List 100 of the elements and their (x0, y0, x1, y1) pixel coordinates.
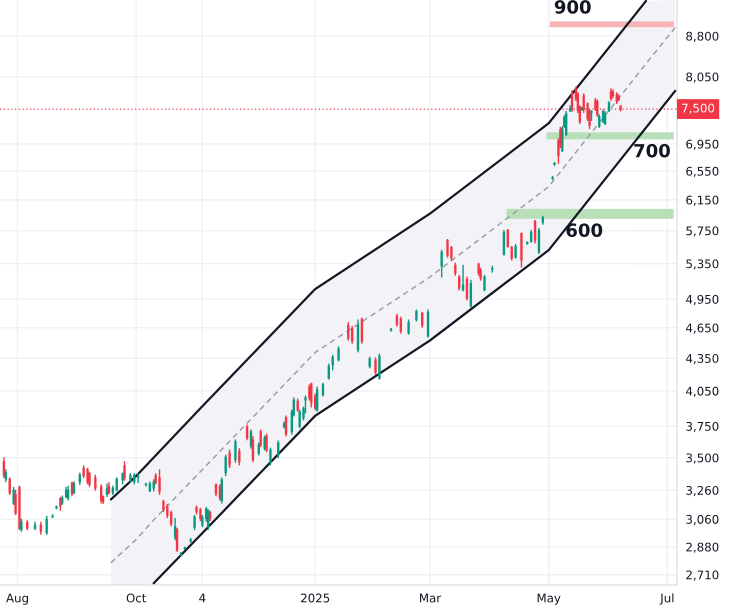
x-tick-label: Jul (660, 593, 674, 605)
candlestick (277, 440, 280, 458)
candlestick (491, 266, 494, 273)
candlestick (252, 436, 254, 462)
candlestick (133, 473, 136, 484)
candlestick (176, 528, 178, 552)
candlestick (260, 429, 262, 448)
candlestick (310, 382, 313, 408)
band-label: 700 (634, 144, 670, 158)
candlestick (520, 232, 523, 268)
y-tick-label: 2,880 (686, 542, 718, 553)
candlestick (328, 364, 330, 380)
candlestick (580, 106, 583, 112)
y-tick-label: 6,950 (686, 140, 718, 150)
candlestick (208, 510, 212, 522)
y-tick-label: 4,050 (686, 386, 718, 397)
x-tick-label: Mar (420, 594, 442, 602)
candlestick (462, 264, 464, 292)
candlestick (298, 410, 301, 428)
candlestick (390, 328, 392, 332)
candlestick (189, 538, 192, 543)
y-tick-label: 4,350 (686, 354, 718, 364)
candlestick (152, 479, 155, 492)
y-tick-label: 8,050 (686, 72, 718, 83)
y-tick-label: 3,260 (686, 486, 718, 496)
y-tick-label: 6,150 (686, 196, 718, 206)
candlestick (265, 434, 268, 452)
x-tick-label: Oct (126, 594, 146, 602)
candlestick (26, 520, 28, 530)
candlestick (604, 111, 606, 126)
candlestick (400, 316, 402, 334)
candlestick (502, 230, 506, 256)
candlestick (12, 487, 15, 505)
candlestick (40, 522, 42, 535)
x-tick-label: Aug (6, 594, 28, 605)
candlestick (296, 398, 299, 412)
candlestick (316, 386, 318, 412)
candlestick (454, 262, 456, 276)
y-tick-label: 8,800 (686, 32, 718, 42)
candlestick (72, 481, 76, 494)
candlestick (86, 468, 89, 484)
candlestick (415, 310, 418, 322)
y-tick-label: 3,750 (686, 422, 718, 432)
candlestick (542, 216, 544, 225)
candlestick (347, 322, 350, 341)
candlestick (234, 439, 237, 463)
candlestick (350, 326, 354, 344)
y-tick-label: 5,750 (686, 226, 718, 236)
candlestick (20, 518, 23, 532)
candlestick (530, 230, 532, 243)
y-tick-label: 3,500 (686, 453, 718, 464)
band-label: 900 (554, 0, 591, 14)
y-tick-label: 5,350 (686, 259, 718, 270)
candlestick (64, 487, 68, 498)
candlestick (55, 506, 58, 510)
candlestick (199, 508, 202, 522)
candlestick (458, 274, 460, 290)
x-tick-label: 4 (199, 594, 206, 602)
candlestick (174, 518, 176, 540)
candlestick (440, 250, 443, 278)
candlestick (224, 454, 227, 476)
candlestick (94, 474, 97, 491)
candlestick (553, 162, 556, 166)
candlestick (2, 457, 6, 478)
candlestick (368, 356, 371, 368)
candlestick (206, 509, 210, 530)
candlestick (526, 241, 528, 245)
candlestick (568, 105, 572, 112)
candlestick (193, 515, 196, 530)
candlestick (246, 424, 248, 440)
candlestick (263, 436, 266, 450)
candlestick (121, 472, 124, 484)
candlestick (510, 246, 513, 261)
candlestick (184, 546, 186, 550)
candlestick (136, 473, 140, 483)
candlestick (514, 244, 517, 259)
line-series (152, 90, 676, 584)
y-tick-label: 4,650 (686, 323, 718, 334)
candlestick (360, 318, 364, 344)
candlestick (332, 354, 334, 370)
candlestick (116, 477, 118, 492)
candlestick (407, 320, 410, 335)
candlestick (470, 280, 472, 308)
candlestick (228, 450, 231, 468)
candlestick (421, 312, 424, 328)
candlestick (46, 516, 48, 535)
candlestick (616, 92, 618, 104)
candlestick (534, 220, 536, 244)
candlestick (78, 472, 81, 486)
ref-line-label: 7,500 (682, 104, 714, 114)
candlestick (66, 486, 70, 501)
candlestick (551, 176, 554, 180)
candlestick (238, 448, 241, 466)
band-label: 600 (566, 223, 602, 237)
candlestick (100, 484, 102, 504)
y-tick-label: 3,060 (686, 514, 718, 526)
candlestick (59, 496, 62, 511)
candlestick (378, 354, 381, 380)
candlestick (506, 229, 510, 248)
candlestick (618, 94, 620, 102)
